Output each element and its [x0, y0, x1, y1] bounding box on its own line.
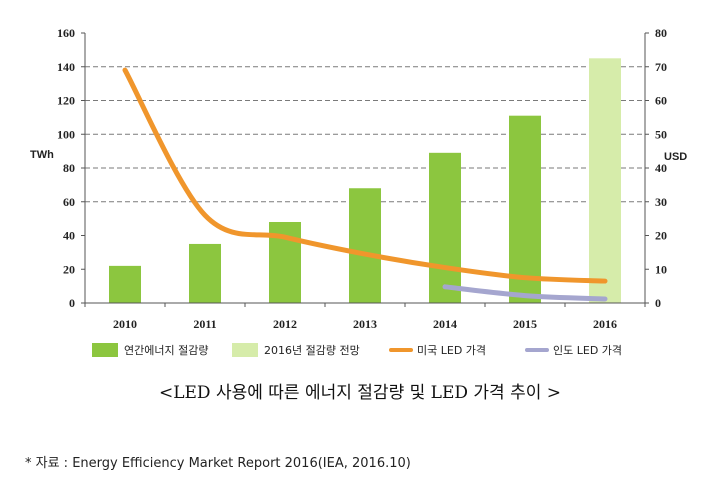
right-axis-label: USD	[664, 151, 687, 163]
series-line	[122, 67, 608, 284]
bar	[509, 115, 541, 303]
chart-caption: <LED 사용에 따른 에너지 절감량 및 LED 가격 추이 >	[158, 383, 562, 403]
source-note: * 자료 : Energy Efficiency Market Report 2…	[25, 456, 411, 471]
left-tick-label: 80	[63, 161, 75, 175]
x-tick-label: 2010	[113, 317, 137, 331]
axes: 0 20 40 60 80 100 120 140 160 0 10 20 30 40 50 60 70 80 20…	[57, 26, 667, 331]
right-tick-label: 20	[655, 229, 667, 243]
legend-swatch	[232, 343, 258, 357]
x-tick-label: 2015	[513, 317, 537, 331]
right-tick-label: 70	[655, 60, 667, 74]
price-lines	[122, 67, 608, 302]
legend-swatch	[92, 343, 118, 357]
right-tick-label: 40	[655, 161, 667, 175]
right-tick-label: 0	[655, 296, 661, 310]
gridlines	[85, 66, 645, 203]
x-tick-label: 2016	[593, 317, 617, 331]
left-tick-label: 120	[57, 94, 75, 108]
legend-label: 인도 LED 가격	[553, 344, 622, 357]
x-tick-label: 2013	[353, 317, 377, 331]
bar	[349, 188, 381, 303]
bar	[589, 58, 621, 303]
left-tick-label: 40	[63, 229, 75, 243]
chart: 0 20 40 60 80 100 120 140 160 0 10 20 30 40 50 60 70 80 20…	[30, 26, 687, 357]
legend-label: 미국 LED 가격	[417, 344, 486, 357]
bar	[429, 152, 461, 303]
left-tick-label: 160	[57, 26, 75, 40]
x-tick-label: 2012	[273, 317, 297, 331]
left-tick-label: 60	[63, 195, 75, 209]
x-tick-label: 2011	[193, 317, 216, 331]
series-line	[442, 284, 608, 302]
left-axis-label: TWh	[30, 149, 54, 161]
left-tick-label: 140	[57, 60, 75, 74]
left-tick-label: 100	[57, 127, 75, 141]
legend-label: 2016년 절감량 전망	[264, 344, 360, 357]
right-tick-label: 60	[655, 94, 667, 108]
right-tick-label: 30	[655, 195, 667, 209]
right-tick-label: 10	[655, 262, 667, 276]
bar	[189, 243, 221, 303]
bar	[109, 265, 141, 303]
right-tick-label: 80	[655, 26, 667, 40]
legend-label: 연간에너지 절감량	[124, 344, 208, 357]
right-tick-label: 50	[655, 127, 667, 141]
left-tick-label: 0	[69, 296, 75, 310]
legend: 연간에너지 절감량 2016년 절감량 전망 미국 LED 가격 인도 LED 가격	[92, 343, 622, 357]
x-tick-label: 2014	[433, 317, 457, 331]
bars	[109, 58, 621, 303]
left-tick-label: 20	[63, 262, 75, 276]
